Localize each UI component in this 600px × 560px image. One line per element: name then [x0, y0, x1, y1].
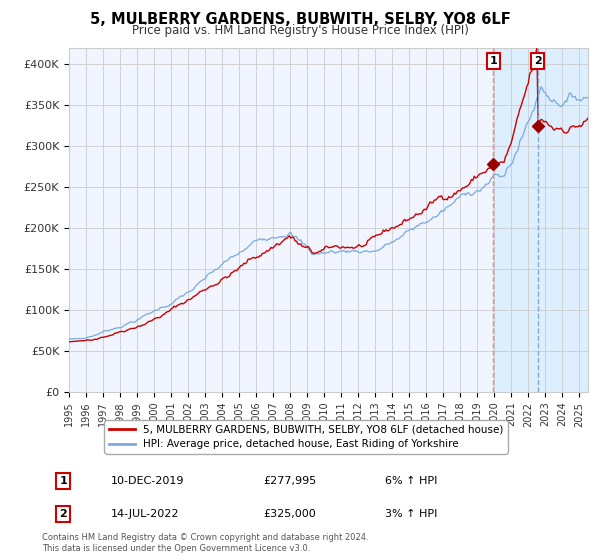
Text: 6% ↑ HPI: 6% ↑ HPI	[385, 476, 437, 486]
Text: 5, MULBERRY GARDENS, BUBWITH, SELBY, YO8 6LF: 5, MULBERRY GARDENS, BUBWITH, SELBY, YO8…	[89, 12, 511, 27]
Text: Contains HM Land Registry data © Crown copyright and database right 2024.
This d: Contains HM Land Registry data © Crown c…	[42, 533, 368, 553]
Legend: 5, MULBERRY GARDENS, BUBWITH, SELBY, YO8 6LF (detached house), HPI: Average pric: 5, MULBERRY GARDENS, BUBWITH, SELBY, YO8…	[104, 420, 508, 454]
Text: £277,995: £277,995	[264, 476, 317, 486]
Text: 14-JUL-2022: 14-JUL-2022	[110, 509, 179, 519]
Text: 1: 1	[59, 476, 67, 486]
Text: 3% ↑ HPI: 3% ↑ HPI	[385, 509, 437, 519]
Text: 1: 1	[490, 56, 497, 66]
Text: 2: 2	[59, 509, 67, 519]
Text: £325,000: £325,000	[264, 509, 317, 519]
Text: 2: 2	[534, 56, 542, 66]
Text: Price paid vs. HM Land Registry's House Price Index (HPI): Price paid vs. HM Land Registry's House …	[131, 24, 469, 36]
Text: 10-DEC-2019: 10-DEC-2019	[110, 476, 184, 486]
Bar	[493, 48, 588, 392]
